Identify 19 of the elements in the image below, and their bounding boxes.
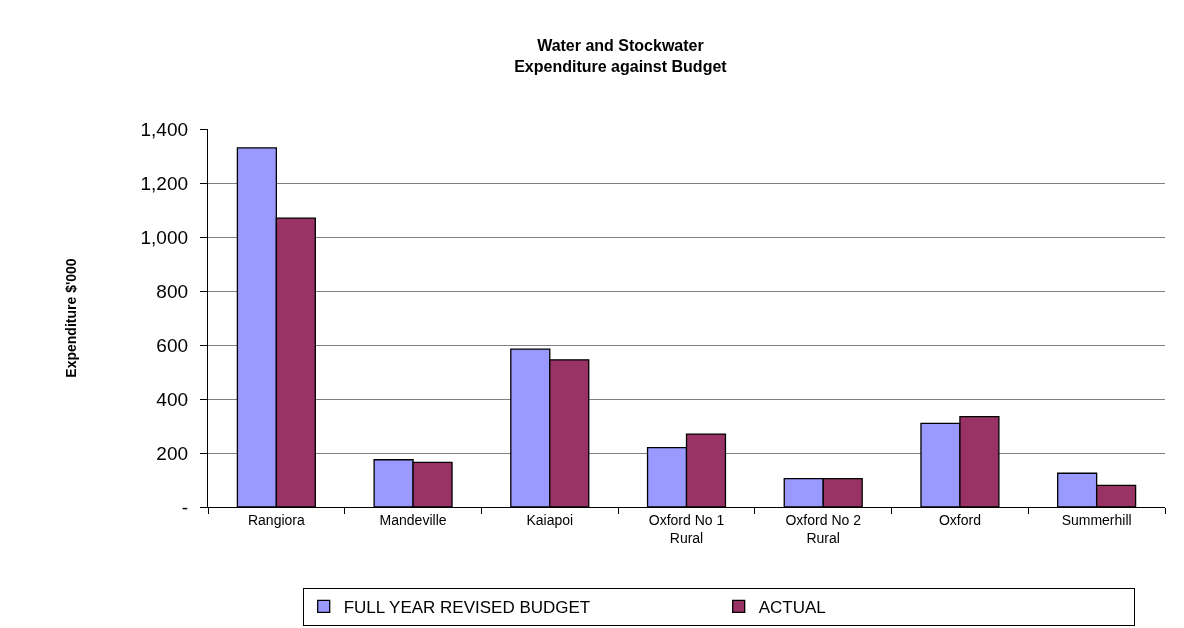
x-tick-label: Summerhill [1061,511,1132,528]
x-tick-label: Mandeville [379,511,447,528]
y-tick-label: 200 [156,442,189,464]
y-tick-label: 1,400 [140,118,189,140]
y-axis-title: Expenditure $'000 [63,258,80,378]
y-tick-label: - [181,496,189,518]
x-tick-label: Kaiapoi [526,511,574,528]
y-tick-label: 400 [156,388,189,410]
y-tick-label: 800 [156,280,189,302]
y-tick-label: 600 [156,334,189,356]
y-tick-label: 1,200 [140,172,189,194]
x-tick-label: Oxford [938,511,981,528]
y-tick-label: 1,000 [140,226,189,248]
legend-label: ACTUAL [758,597,826,617]
legend-label: FULL YEAR REVISED BUDGET [343,597,591,617]
x-tick-label: Oxford No 2 Rural [785,511,862,547]
x-tick-label: Oxford No 1 Rural [648,511,725,547]
x-tick-label: Rangiora [247,511,305,528]
chart-title: Water and Stockwater Expenditure against Budget [514,37,728,76]
